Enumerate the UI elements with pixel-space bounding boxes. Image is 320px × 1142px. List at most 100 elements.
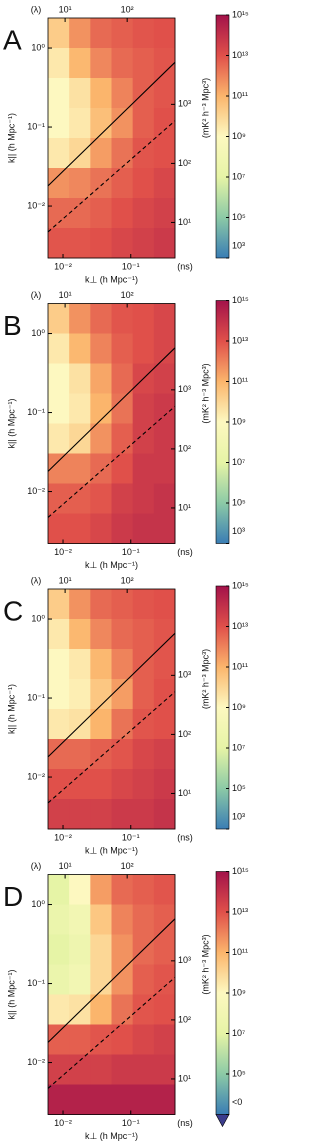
x2-axis-label: (λ) — [31, 4, 42, 14]
colorbar-tick-label: 10¹⁵ — [232, 295, 249, 305]
heat-cell — [111, 138, 134, 169]
y2-axis-label: (ns) — [177, 832, 193, 842]
heat-cell — [111, 1054, 134, 1085]
heat-cell — [90, 108, 112, 139]
colorbar-tick-label: 10¹¹ — [232, 90, 248, 100]
heat-cell — [153, 799, 176, 830]
heat-cell — [90, 649, 112, 680]
y2-tick-label: 10³ — [178, 670, 191, 680]
heat-cell — [90, 228, 112, 259]
heat-cell — [69, 934, 91, 965]
x2-axis-label: (λ) — [31, 575, 42, 585]
heat-cell — [111, 679, 134, 710]
colorbar-tick-label: 10⁷ — [232, 1028, 245, 1038]
heat-cell — [90, 964, 112, 995]
heat-cell — [48, 649, 70, 680]
wedge-line — [47, 61, 176, 187]
y2-tick-label: 10¹ — [178, 788, 191, 798]
heat-cell — [48, 303, 70, 334]
x2-tick-label: 10² — [121, 861, 134, 871]
heat-cell — [111, 513, 134, 544]
colorbar-tick-label: 10¹⁵ — [232, 866, 249, 876]
heat-cell — [69, 138, 91, 169]
heat-cell — [90, 513, 112, 544]
heat-cell — [90, 453, 112, 484]
heat-cell — [111, 769, 134, 800]
y-axis-label: k|| (h Mpc⁻¹) — [6, 684, 16, 734]
heat-cell — [153, 108, 176, 139]
heat-cell — [48, 198, 70, 229]
heat-cell — [153, 228, 176, 259]
plot-frame — [47, 588, 176, 830]
heat-cell — [153, 18, 176, 49]
y2-tick-label: 10² — [178, 729, 191, 739]
panel: 10⁻² 10⁻¹ 10⁰ 10⁻¹ 10⁻² 10¹ 10² 10³ 10² 10¹ Dk⊥ (h… — [3, 861, 249, 1141]
heat-cell — [69, 198, 91, 229]
heat-cell — [48, 874, 70, 905]
heat-cell — [90, 423, 112, 454]
y2-tick-label: 10¹ — [178, 217, 191, 227]
heat-cell — [48, 18, 70, 49]
colorbar-tick-label: 10⁵ — [232, 212, 246, 222]
heat-cell — [111, 423, 134, 454]
heat-cell — [153, 619, 176, 650]
heat-cell — [90, 483, 112, 514]
heat-cell — [90, 799, 112, 830]
colorbar-tick-label: 10⁷ — [232, 171, 245, 181]
heat-cell — [153, 1024, 176, 1055]
heat-cell — [153, 168, 176, 199]
heat-cell — [48, 589, 70, 620]
heat-cell — [111, 18, 134, 49]
x-tick-label: 10⁻¹ — [122, 1118, 140, 1128]
heat-cell — [153, 198, 176, 229]
wedge-line — [47, 691, 176, 804]
heat-cell — [69, 303, 91, 334]
heat-cell — [111, 964, 134, 995]
y-tick-label: 10⁻² — [27, 486, 45, 496]
y-tick-label: 10⁻² — [27, 1057, 45, 1067]
colorbar-tick-label: 10¹³ — [232, 335, 248, 345]
y2-tick-label: 10³ — [178, 384, 191, 394]
heat-cell — [153, 303, 176, 334]
heat-cell — [111, 303, 134, 334]
heat-cell — [90, 904, 112, 935]
y2-tick-label: 10² — [178, 443, 191, 453]
heat-cell — [90, 1024, 112, 1055]
heat-cell — [111, 228, 134, 259]
y-tick-label: 10⁻² — [27, 200, 45, 210]
wedge-line — [47, 976, 176, 1089]
heat-cell — [132, 1054, 155, 1085]
heat-cell — [69, 799, 91, 830]
panel: 10⁻² 10⁻¹ 10⁰ 10⁻¹ 10⁻² 10¹ 10² 10³ 10² 10¹ Bk⊥ (h… — [3, 290, 249, 570]
heat-cell — [48, 994, 70, 1025]
x2-tick-label: 10² — [121, 575, 134, 585]
heat-cell — [132, 303, 155, 334]
y2-tick-label: 10³ — [178, 955, 191, 965]
wedge-line — [47, 120, 176, 233]
y-tick-label: 10⁻¹ — [27, 692, 45, 702]
colorbar-tick-label: 10³ — [232, 811, 245, 821]
x2-tick-label: 10² — [121, 4, 134, 14]
heat-cell — [153, 904, 176, 935]
heat-cell — [69, 649, 91, 680]
heat-cell — [69, 423, 91, 454]
y2-axis-label: (ns) — [177, 261, 193, 271]
heat-cell — [69, 483, 91, 514]
wedge-line — [47, 632, 176, 758]
heat-cell — [69, 964, 91, 995]
heat-cell — [90, 78, 112, 109]
heat-cell — [153, 363, 176, 394]
heat-cell — [132, 423, 155, 454]
x-axis-label: k⊥ (h Mpc⁻¹) — [85, 560, 138, 570]
y-tick-label: 10⁻² — [27, 771, 45, 781]
heat-cell — [111, 994, 134, 1025]
heat-cell — [48, 934, 70, 965]
heat-cell — [111, 333, 134, 364]
heat-cell — [132, 138, 155, 169]
heat-cell — [90, 363, 112, 394]
colorbar-tick-label: 10¹¹ — [232, 947, 248, 957]
heat-cell — [69, 513, 91, 544]
heat-cell — [153, 994, 176, 1025]
x2-tick-label: 10¹ — [59, 861, 72, 871]
